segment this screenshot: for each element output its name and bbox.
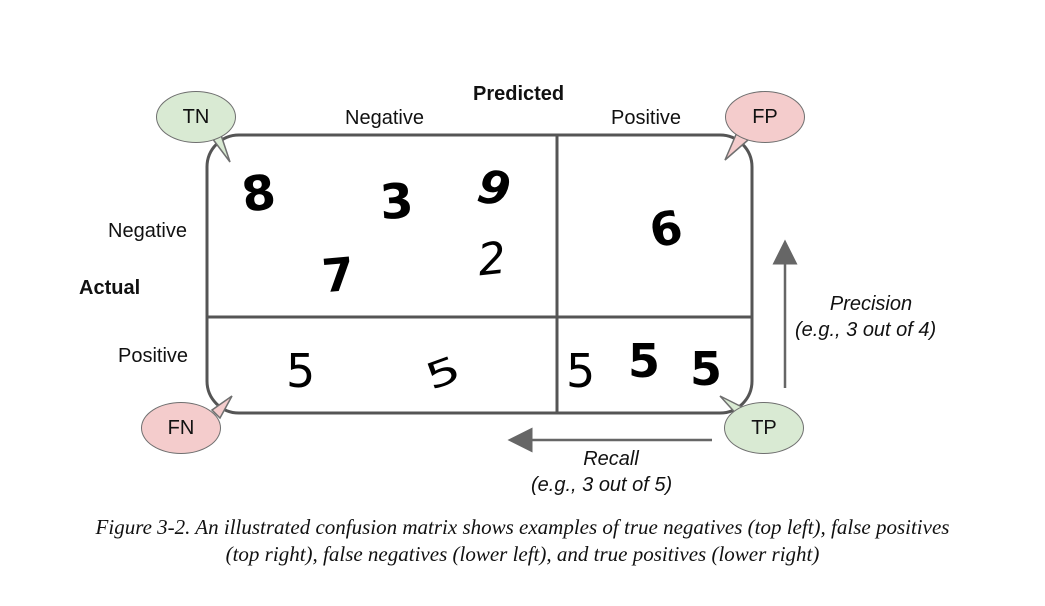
- row-label-positive: Positive: [118, 345, 189, 367]
- matrix-frame: [205, 133, 754, 415]
- predicted-header: Predicted: [473, 83, 565, 105]
- tp-digit-2: 5: [628, 334, 661, 388]
- tp-digit-1: 5: [566, 344, 596, 398]
- tp-digit-3: 5: [690, 342, 723, 396]
- figure-caption-line-2: (top right), false negatives (lower left…: [225, 542, 820, 566]
- tn-digit-2: 3: [378, 172, 416, 232]
- fn-bubble-tail: [210, 395, 233, 420]
- recall-example: (e.g., 3 out of 5): [531, 474, 673, 496]
- fp-bubble: FP: [725, 91, 805, 143]
- precision-label: Precision: [829, 293, 913, 315]
- fn-digit-1: 5: [286, 344, 316, 398]
- tn-bubble: TN: [156, 91, 236, 143]
- row-label-negative: Negative: [108, 220, 187, 242]
- tn-digit-4: 7: [319, 246, 357, 304]
- tp-bubble: TP: [724, 402, 804, 454]
- recall-label: Recall: [583, 448, 639, 470]
- tn-digit-1: 8: [238, 163, 280, 225]
- precision-example: (e.g., 3 out of 4): [795, 319, 937, 341]
- actual-header: Actual: [79, 277, 141, 299]
- fn-bubble: FN: [141, 402, 221, 454]
- tn-digit-5: 2: [475, 232, 509, 287]
- column-label-positive: Positive: [611, 107, 682, 129]
- figure-caption-line-1: Figure 3-2. An illustrated confusion mat…: [95, 515, 950, 539]
- column-label-negative: Negative: [345, 107, 424, 129]
